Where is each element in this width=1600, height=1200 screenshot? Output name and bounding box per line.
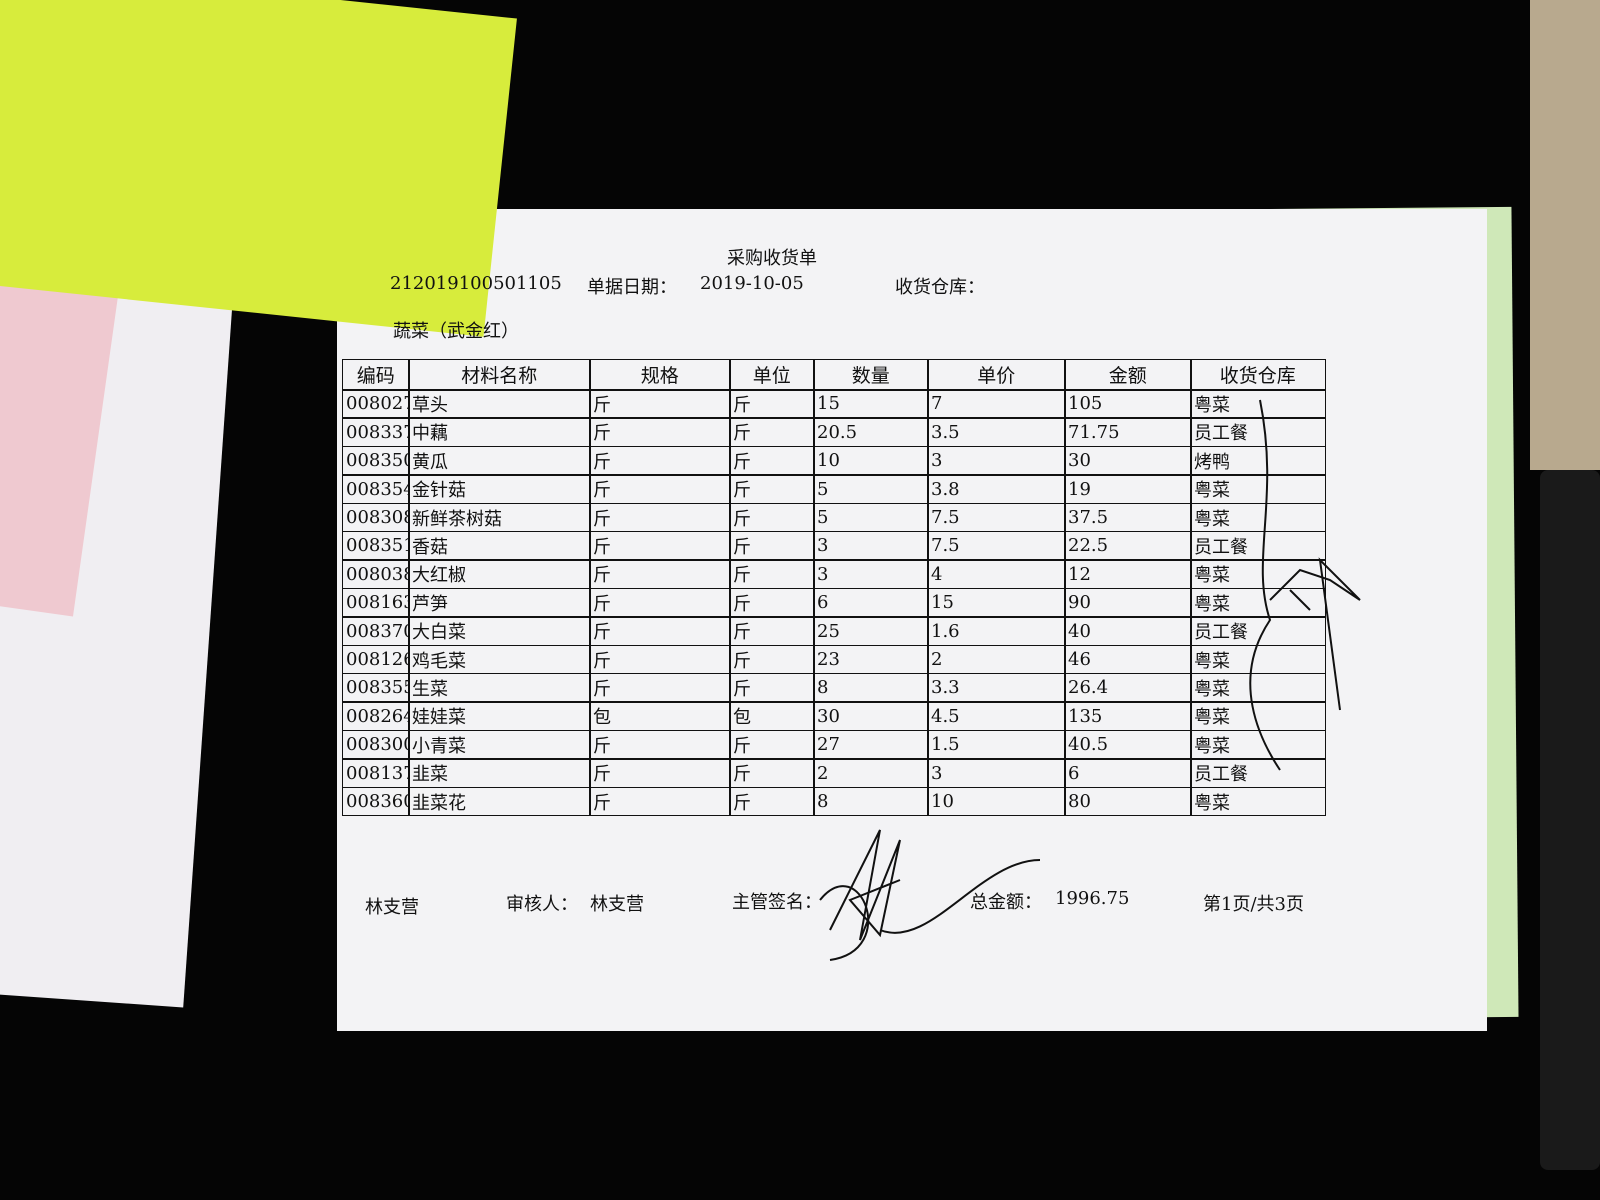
table-cell: 烤鸭 (1190, 445, 1326, 476)
table-cell: 3.3 (927, 673, 1066, 703)
total: 1996.75 (1055, 888, 1130, 909)
table-cell: 斤 (589, 445, 731, 476)
table-cell: 27 (813, 729, 929, 760)
table-cell: 008351 (342, 531, 410, 561)
table-cell: 斤 (589, 587, 731, 618)
table-cell: 15 (813, 389, 929, 419)
table-cell: 粤菜 (1190, 389, 1326, 419)
table-cell: 008360 (342, 786, 410, 817)
warehouse-label: 收货仓库： (895, 277, 985, 298)
maker: 林支营 (365, 897, 419, 918)
table-cell: 斤 (729, 729, 815, 760)
table-cell: 15 (927, 587, 1066, 618)
table-cell: 7.5 (927, 531, 1066, 561)
table-cell: 斤 (729, 673, 815, 703)
table-cell: 斤 (729, 587, 815, 618)
table-cell: 芦笋 (408, 587, 591, 618)
table-cell: 斤 (589, 729, 731, 760)
table-cell: 斤 (589, 786, 731, 817)
header-cell: 材料名称 (408, 359, 591, 391)
table-cell: 90 (1064, 587, 1192, 618)
table-cell: 黄瓜 (408, 445, 591, 476)
table-cell: 1.5 (927, 729, 1066, 760)
table-cell: 008350 (342, 445, 410, 476)
table-cell: 8 (813, 786, 929, 817)
table-cell: 6 (813, 587, 929, 618)
table-cell: 22.5 (1064, 531, 1192, 561)
date: 2019-10-05 (700, 273, 804, 294)
table-cell: 008355 (342, 673, 410, 703)
table-cell: 香菇 (408, 531, 591, 561)
table-cell: 7 (927, 389, 1066, 419)
keyboard (1540, 470, 1600, 1170)
table-cell: 105 (1064, 389, 1192, 419)
table-cell: 10 (813, 445, 929, 476)
table-cell: 26.4 (1064, 673, 1192, 703)
table-cell: 3 (927, 445, 1066, 476)
desk-edge (1530, 0, 1600, 470)
table-cell: 斤 (589, 531, 731, 561)
doc-number: 212019100501105 (390, 273, 562, 294)
table-cell: 30 (1064, 445, 1192, 476)
table-cell: 粤菜 (1190, 786, 1326, 817)
signature (1249, 399, 1361, 771)
header-cell: 金额 (1064, 359, 1192, 391)
table-cell: 斤 (729, 389, 815, 419)
total-label: 总金额： (970, 892, 1042, 913)
header-cell: 数量 (813, 359, 929, 391)
table-cell: 10 (927, 786, 1066, 817)
header-cell: 规格 (589, 359, 731, 391)
table-cell: 斤 (729, 445, 815, 476)
table-cell: 斤 (589, 389, 731, 419)
table-cell: 斤 (589, 673, 731, 703)
table-cell: 员工餐 (1190, 531, 1326, 561)
signature (819, 829, 1041, 961)
header-cell: 编码 (342, 359, 410, 391)
table-cell: 80 (1064, 786, 1192, 817)
header-cell: 单价 (927, 359, 1066, 391)
header-cell: 收货仓库 (1190, 359, 1326, 391)
document (337, 209, 1487, 1031)
table-cell: 粤菜 (1190, 673, 1326, 703)
table-cell: 008300 (342, 729, 410, 760)
reviewer-label: 审核人： (506, 894, 578, 915)
header-cell: 单位 (729, 359, 815, 391)
supervisor-label: 主管签名： (732, 892, 822, 913)
table-cell: 008027 (342, 389, 410, 419)
table-cell: 008163 (342, 587, 410, 618)
table-cell: 斤 (729, 786, 815, 817)
table-cell: 生菜 (408, 673, 591, 703)
table-cell: 斤 (729, 531, 815, 561)
date-label: 单据日期： (587, 277, 677, 298)
doc-title: 采购收货单 (727, 248, 817, 269)
table-cell: 40.5 (1064, 729, 1192, 760)
table-cell: 草头 (408, 389, 591, 419)
reviewer: 林支营 (590, 894, 644, 915)
page-number: 第1页/共3页 (1203, 894, 1304, 915)
table-cell: 小青菜 (408, 729, 591, 760)
table-cell: 韭菜花 (408, 786, 591, 817)
department: 蔬菜（武金红） (393, 321, 519, 342)
table-cell: 粤菜 (1190, 729, 1326, 760)
table-cell: 3 (813, 531, 929, 561)
table-cell: 8 (813, 673, 929, 703)
